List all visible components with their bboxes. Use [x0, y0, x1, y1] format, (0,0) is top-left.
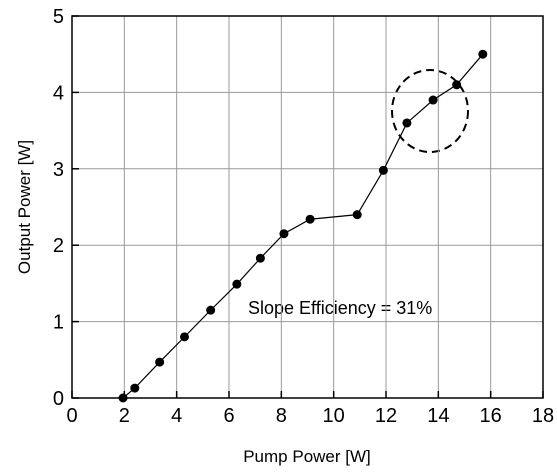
- x-tick-label: 8: [276, 405, 287, 427]
- y-tick-label: 3: [53, 159, 64, 181]
- y-tick-label: 4: [53, 82, 64, 104]
- x-tick-label: 4: [171, 405, 182, 427]
- x-tick-label: 10: [323, 405, 345, 427]
- data-point: [452, 80, 462, 90]
- x-tick-label: 18: [532, 405, 554, 427]
- data-point: [118, 393, 128, 403]
- data-point: [402, 118, 412, 128]
- y-tick-label: 0: [53, 388, 64, 410]
- x-tick-label: 14: [427, 405, 449, 427]
- x-tick-label: 12: [375, 405, 397, 427]
- y-tick-label: 5: [53, 6, 64, 28]
- y-tick-label: 2: [53, 235, 64, 257]
- data-point: [232, 279, 242, 289]
- data-point: [428, 95, 438, 105]
- highlight-ellipse: [391, 69, 469, 153]
- plot-frame: [71, 15, 544, 399]
- data-point: [130, 383, 140, 393]
- x-tick-label: 0: [66, 405, 77, 427]
- y-tick-label: 1: [53, 312, 64, 334]
- data-point: [352, 210, 362, 220]
- data-point: [279, 229, 289, 239]
- data-point: [180, 332, 190, 342]
- annotation: Slope Efficiency = 31%: [248, 298, 432, 318]
- data-point: [155, 357, 165, 367]
- data-point: [378, 165, 388, 175]
- data-point: [206, 305, 216, 315]
- x-axis-title: Pump Power [W]: [243, 447, 371, 466]
- data-point: [478, 49, 488, 59]
- data-point: [255, 253, 265, 263]
- x-tick-label: 2: [119, 405, 130, 427]
- x-tick-label: 16: [480, 405, 502, 427]
- data-point: [305, 214, 315, 224]
- x-tick-label: 6: [223, 405, 234, 427]
- y-axis-title: Output Power [W]: [15, 140, 34, 274]
